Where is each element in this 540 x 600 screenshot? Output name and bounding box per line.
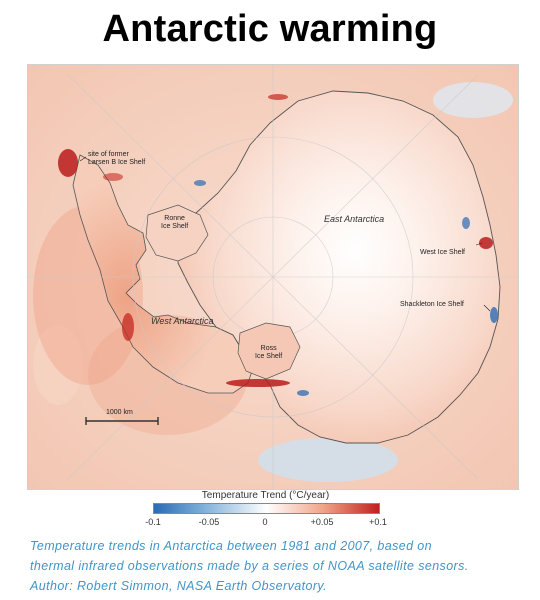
caption-line: thermal infrared observations made by a … [30,559,469,573]
east-antarctica-label: East Antarctica [324,214,385,224]
hotspot-larsen [58,149,78,177]
cool-ocean-patch [433,82,513,118]
legend-tick: -0.1 [145,517,161,527]
caption-line: Temperature trends in Antarctica between… [30,539,433,553]
hotspot-west-ice-shelf [479,237,493,249]
ross-label-line2: Ice Shelf [255,352,283,360]
west-ice-shelf-label: West Ice Shelf [420,249,466,256]
legend-color-bar [153,503,380,514]
legend-tick: +0.05 [310,517,334,527]
legend-tick: -0.05 [198,517,220,527]
coolspot-coast [462,217,470,229]
caption-line: Author: Robert Simmon, NASA Earth Observ… [30,579,327,593]
larsen-label-line1: site of former [88,151,129,158]
scale-bar-label: 1000 km [106,409,133,416]
ross-label: Ross Ice Shelf [255,345,282,360]
scale-bar [85,417,159,425]
hotspot-coast [103,173,123,181]
cool-ocean-patch [258,438,398,482]
temperature-legend: Temperature Trend (°C/year) -0.1 -0.05 0… [143,490,388,530]
figure-caption: Temperature trends in Antarctica between… [30,536,520,596]
coolspot-shackleton [490,307,498,323]
legend-title: Temperature Trend (°C/year) [201,490,330,501]
larsen-label: site of former Larsen B Ice Shelf [88,151,145,166]
hotspot-north [268,94,288,100]
legend-tick: 0 [262,517,268,527]
label-pointers [79,156,491,312]
legend-tick: +0.1 [369,517,387,527]
ronne-label: Ronne Ice Shelf [161,215,188,230]
coolspot-south [297,390,309,396]
map-svg [28,65,518,489]
shackleton-ice-shelf-label: Shackleton Ice Shelf [400,301,464,308]
hotspot-west-coast [122,313,134,341]
ronne-label-line1: Ronne [164,215,185,222]
larsen-label-line2: Larsen B Ice Shelf [88,158,146,166]
antarctica-temperature-map: site of former Larsen B Ice Shelf Ronne … [27,64,519,490]
page-title: Antarctic warming [102,8,438,50]
ronne-ice-shelf [145,204,209,262]
ronne-label-line2: Ice Shelf [161,222,189,230]
coolspot-peninsula [194,180,206,186]
ross-ice-shelf [237,322,301,380]
ross-label-line1: Ross [260,345,277,352]
hotspot-ross-front [226,379,290,387]
west-antarctica-label: West Antarctica [151,316,214,326]
